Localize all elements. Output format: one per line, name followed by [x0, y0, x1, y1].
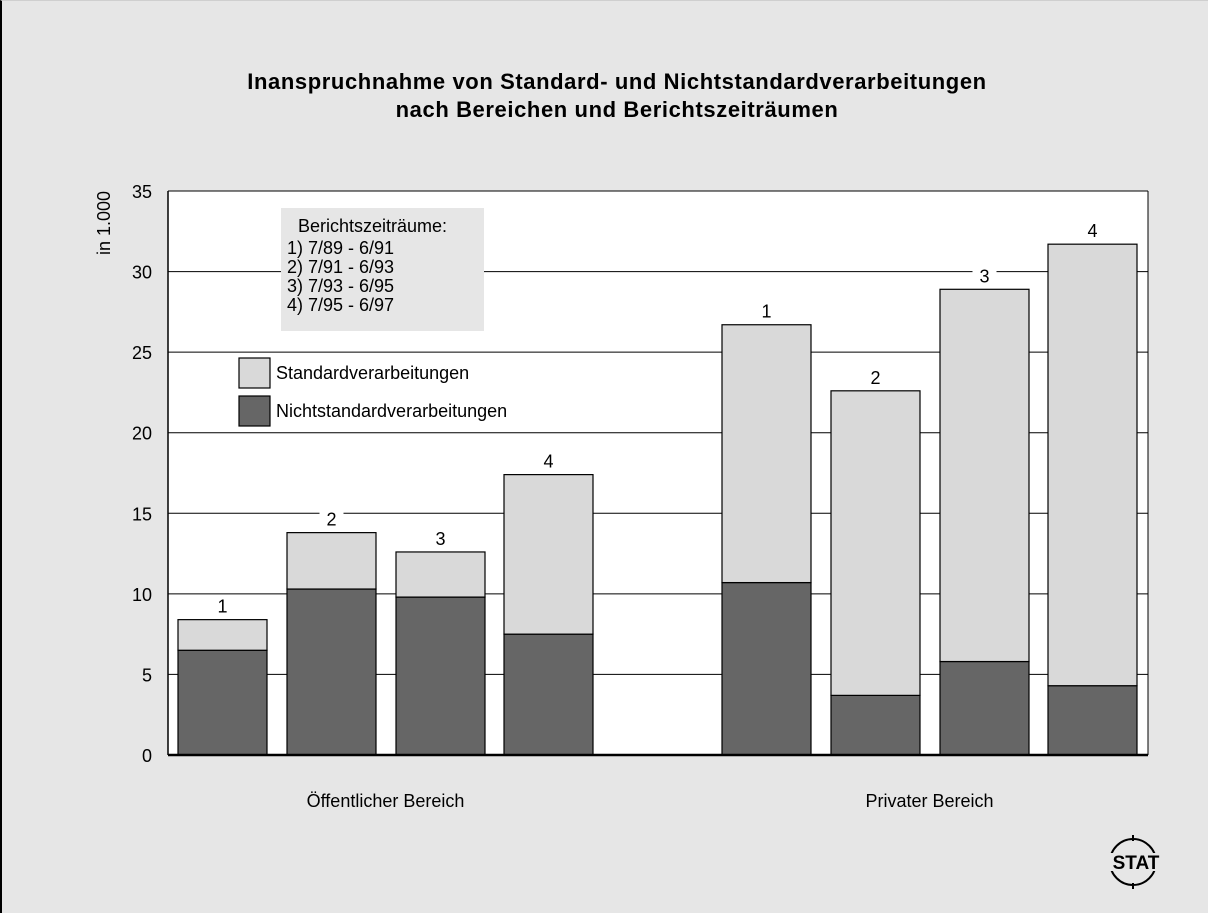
bar-standard	[1047, 243, 1138, 687]
svg-text:STAT: STAT	[1113, 853, 1160, 874]
bar-period-label: 3	[979, 266, 989, 286]
bar-nonstandard	[395, 596, 486, 756]
period-box	[281, 208, 484, 331]
y-tick-label: 5	[142, 665, 152, 685]
bar-label-bg	[863, 365, 888, 387]
y-tick-label: 35	[132, 182, 152, 202]
period-item: 3) 7/93 - 6/95	[287, 276, 394, 296]
y-tick-label: 25	[132, 343, 152, 363]
legend-swatch	[238, 357, 271, 389]
bar-standard	[286, 532, 377, 590]
bar-standard	[503, 474, 594, 635]
bar-standard	[830, 390, 921, 696]
legend-swatch	[238, 395, 271, 427]
bar-label-bg	[972, 264, 997, 286]
bar-nonstandard	[1047, 685, 1138, 756]
bar-period-label: 1	[217, 597, 227, 617]
legend-label: Nichtstandardverarbeitungen	[276, 401, 507, 421]
bar-standard	[177, 619, 268, 651]
period-box-heading: Berichtszeiträume:	[298, 216, 447, 236]
x-group-label: Privater Bereich	[865, 791, 993, 811]
bar-period-label: 2	[870, 368, 880, 388]
bar-label-bg	[536, 449, 561, 471]
bar-period-label: 4	[1087, 221, 1097, 241]
y-tick-label: 30	[132, 263, 152, 283]
bar-nonstandard	[503, 633, 594, 756]
y-tick-label: 20	[132, 424, 152, 444]
bar-nonstandard	[721, 581, 812, 756]
bar-nonstandard	[286, 588, 377, 756]
bar-label-bg	[754, 299, 779, 321]
bar-period-label: 1	[761, 302, 771, 322]
bar-label-bg	[210, 594, 235, 616]
bar-label-bg	[1080, 219, 1105, 241]
x-group-label: Öffentlicher Bereich	[307, 791, 465, 811]
bar-nonstandard	[939, 660, 1030, 756]
period-item: 2) 7/91 - 6/93	[287, 257, 394, 277]
bar-label-bg	[319, 507, 344, 529]
bar-period-label: 2	[326, 510, 336, 530]
y-tick-label: 0	[142, 746, 152, 766]
bar-nonstandard	[830, 694, 921, 756]
bar-label-bg	[428, 526, 453, 548]
y-axis-label: in 1.000	[94, 191, 114, 255]
bar-period-label: 4	[543, 452, 553, 472]
y-tick-label: 10	[132, 585, 152, 605]
bar-standard	[395, 551, 486, 598]
period-item: 4) 7/95 - 6/97	[287, 295, 394, 315]
bar-nonstandard	[177, 649, 268, 756]
stat-logo: STAT	[1102, 835, 1170, 889]
bar-standard	[939, 288, 1030, 663]
bar-period-label: 3	[435, 529, 445, 549]
bar-standard	[721, 324, 812, 584]
legend-label: Standardverarbeitungen	[276, 363, 469, 383]
chart-subtitle: nach Bereichen und Berichtszeiträumen	[395, 97, 839, 122]
period-item: 1) 7/89 - 6/91	[287, 238, 394, 258]
chart-title: Inanspruchnahme von Standard- und Nichts…	[247, 69, 987, 94]
y-tick-label: 15	[132, 504, 152, 524]
